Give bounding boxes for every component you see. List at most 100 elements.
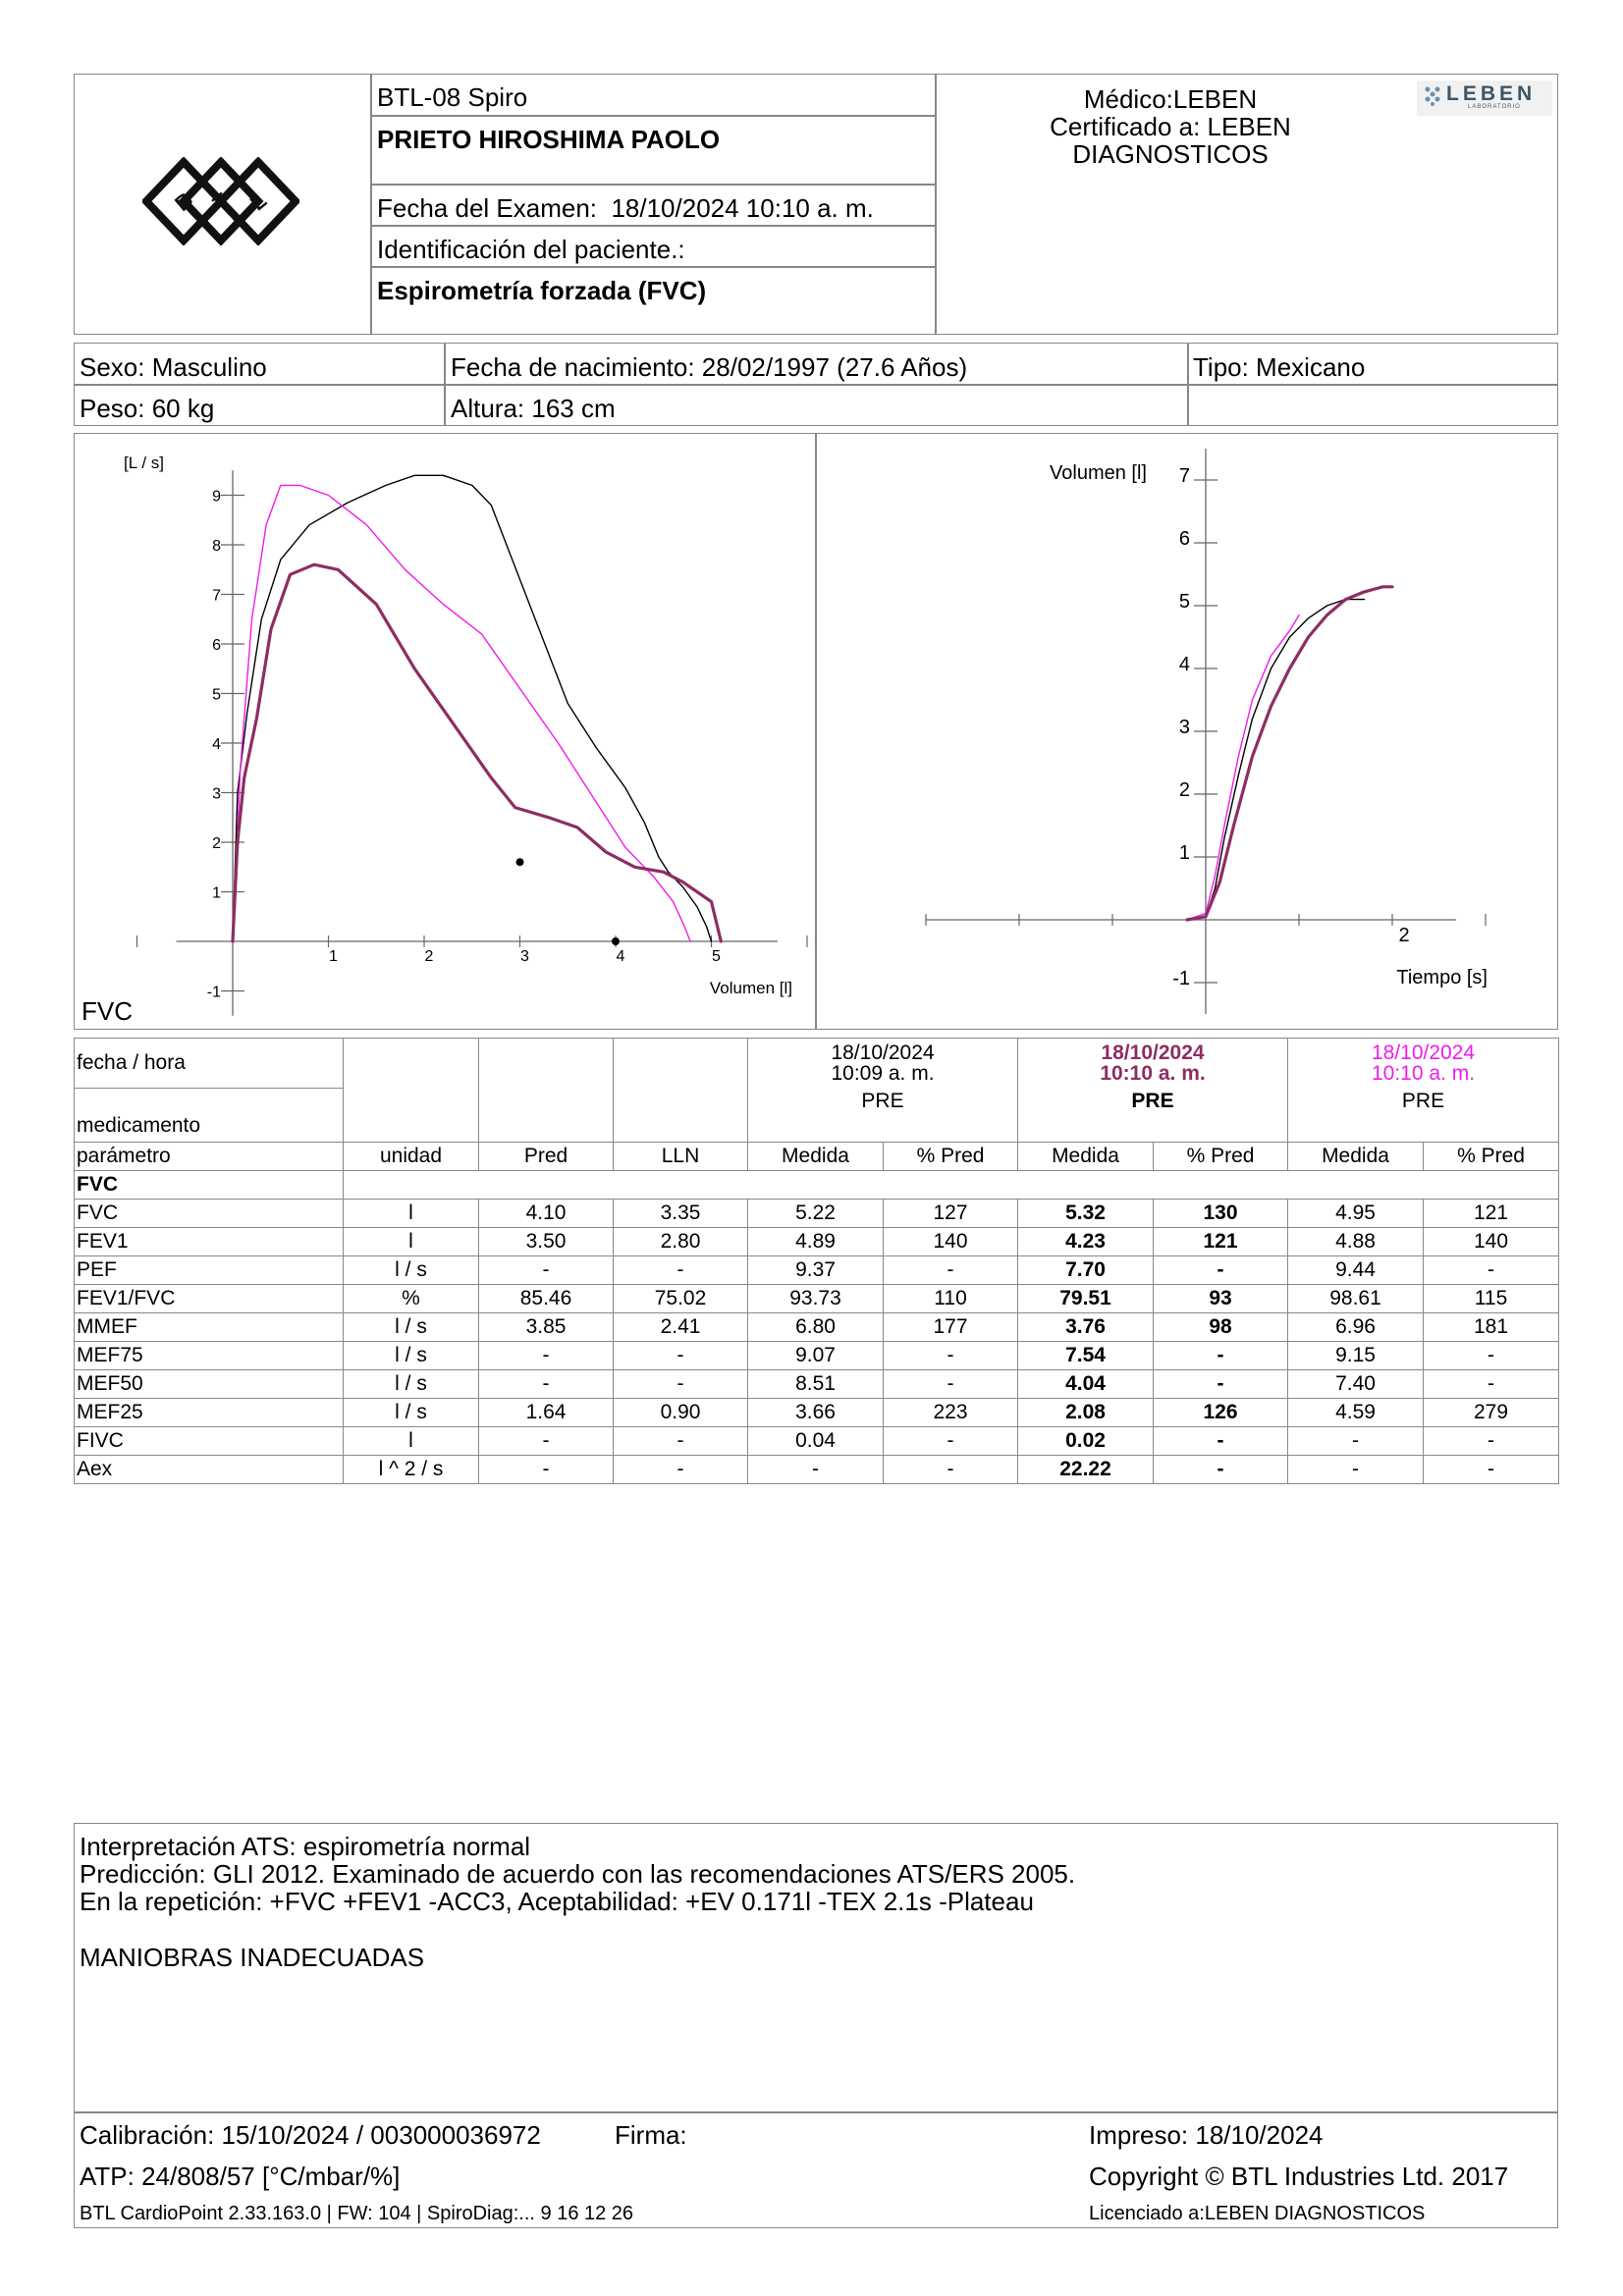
trial-3-header: 18/10/2024 10:10 a. m. PRE: [1287, 1038, 1560, 1143]
table-cell: -: [1423, 1455, 1560, 1484]
col-header: Medida: [747, 1142, 884, 1171]
leben-logo-sub: LABORATORIO: [1468, 104, 1521, 110]
table-cell: 4.04: [1017, 1369, 1155, 1399]
table-cell: -: [613, 1255, 748, 1285]
trial-2-header: 18/10/2024 10:10 a. m. PRE: [1017, 1038, 1289, 1143]
table-cell: 177: [882, 1312, 1019, 1342]
table-cell: -: [1153, 1369, 1289, 1399]
table-cell: 279: [1423, 1398, 1560, 1427]
y-tick-label: 5: [1179, 591, 1190, 613]
y-tick-label: -1: [1172, 968, 1190, 989]
leben-logo-text: LEBEN: [1446, 82, 1537, 105]
table-cell: l / s: [343, 1369, 479, 1399]
table-row: Aex l ^ 2 / s - - - -22.22- - -: [74, 1455, 1560, 1484]
trial-1-date: 18/10/2024: [831, 1041, 935, 1064]
table-cell: -: [478, 1426, 614, 1456]
parameter-name: MEF25: [74, 1398, 344, 1427]
interpretation-box: [74, 1823, 1558, 2228]
y-tick-label: 9: [212, 489, 221, 506]
table-cell: 3.76: [1017, 1312, 1155, 1342]
trial-header-row: fecha / hora 18/10/2024 10:09 a. m. PRE …: [74, 1038, 1560, 1143]
patient-sex: Sexo: Masculino: [80, 352, 267, 382]
table-cell: 4.89: [747, 1227, 884, 1256]
x-tick-label: 2: [1398, 925, 1409, 946]
header-hline-4: [370, 266, 936, 268]
table-cell: -: [747, 1455, 884, 1484]
y-axis-label: [L / s]: [124, 454, 164, 472]
patient-birth: Fecha de nacimiento: 28/02/1997 (27.6 Añ…: [451, 352, 968, 382]
x-axis-label: Volumen [l]: [710, 979, 792, 997]
table-cell: 3.66: [747, 1398, 884, 1427]
header-divider-1: [370, 74, 372, 335]
table-cell: -: [1423, 1426, 1560, 1456]
table-cell: -: [613, 1369, 748, 1399]
y-tick-label: 4: [1179, 654, 1190, 675]
table-cell: 22.22: [1017, 1455, 1155, 1484]
y-tick-label: 5: [212, 687, 221, 704]
table-cell: 4.88: [1287, 1227, 1425, 1256]
table-cell: -: [1153, 1455, 1289, 1484]
y-tick-label: 3: [212, 786, 221, 803]
series-line-3: [1185, 585, 1394, 922]
parameter-name: MEF75: [74, 1341, 344, 1370]
y-tick-label: 6: [212, 637, 221, 654]
table-cell: -: [882, 1426, 1019, 1456]
col-header: Medida: [1287, 1142, 1425, 1171]
table-cell: 140: [882, 1227, 1019, 1256]
table-row: MMEF l / s 3.85 2.41 6.80 177 3.76 98 6.96 181: [74, 1312, 1560, 1342]
table-row: MEF75 l / s - -9.07-7.54-9.15-: [74, 1341, 1560, 1370]
table-row: FEV1 l 3.50 2.80 4.89 140 4.23 121 4.88 140: [74, 1227, 1560, 1256]
trial-3-date: 18/10/2024: [1371, 1041, 1476, 1064]
table-row: FVC l 4.10 3.35 5.22 127 5.32 130 4.95 121: [74, 1199, 1560, 1228]
calibration: Calibración: 15/10/2024 / 003000036972: [80, 2120, 541, 2150]
results-table: fecha / hora 18/10/2024 10:09 a. m. PRE …: [74, 1038, 1560, 1484]
table-cell: -: [478, 1341, 614, 1370]
y-tick-label: 1: [212, 885, 221, 902]
parameter-name: FVC: [74, 1199, 344, 1228]
table-cell: 75.02: [613, 1284, 748, 1313]
table-cell: 4.59: [1287, 1398, 1425, 1427]
table-cell: 9.44: [1287, 1255, 1425, 1285]
table-cell: 98: [1153, 1312, 1289, 1342]
table-cell: 7.70: [1017, 1255, 1155, 1285]
table-row: PEF l / s - -9.37-7.70-9.44-: [74, 1255, 1560, 1285]
trial-3-med: PRE: [1401, 1090, 1445, 1112]
trial-1-med: PRE: [861, 1090, 904, 1112]
interpretation-hline: [74, 2111, 1558, 2113]
table-cell: 121: [1423, 1199, 1560, 1228]
table-cell: -: [1287, 1426, 1425, 1456]
data-marker: [612, 937, 620, 945]
y-tick-label: 3: [1179, 717, 1190, 738]
table-cell: 0.90: [613, 1398, 748, 1427]
parameter-name: FEV1: [74, 1227, 344, 1256]
col-header: LLN: [613, 1142, 748, 1171]
row-label-medicamento: medicamento: [74, 1088, 344, 1143]
parameter-name: Aex: [74, 1455, 344, 1484]
table-cell: -: [1423, 1341, 1560, 1370]
licensed-to: Licenciado a:LEBEN DIAGNOSTICOS: [1089, 2203, 1426, 2224]
table-cell: 127: [882, 1199, 1019, 1228]
parameter-name: FEV1/FVC: [74, 1284, 344, 1313]
btl-logo: B T L: [140, 156, 301, 246]
interpretation-line-4: MANIOBRAS INADECUADAS: [80, 1943, 425, 1972]
table-cell: l / s: [343, 1255, 479, 1285]
table-cell: 7.40: [1287, 1369, 1425, 1399]
table-cell: 130: [1153, 1199, 1289, 1228]
table-cell: 140: [1423, 1227, 1560, 1256]
table-cell: -: [478, 1255, 614, 1285]
table-cell: -: [1153, 1341, 1289, 1370]
table-cell: l / s: [343, 1312, 479, 1342]
y-axis-label: Volumen [l]: [1050, 462, 1147, 484]
table-cell: 7.54: [1017, 1341, 1155, 1370]
table-cell: 9.07: [747, 1341, 884, 1370]
header-hline-1: [370, 115, 936, 117]
y-tick-label: 2: [1179, 779, 1190, 801]
table-cell: -: [882, 1455, 1019, 1484]
trial-3-time: 10:10 a. m.: [1371, 1062, 1476, 1085]
table-cell: -: [882, 1341, 1019, 1370]
table-cell: -: [1153, 1255, 1289, 1285]
parameter-name: MMEF: [74, 1312, 344, 1342]
series-line-2: [1186, 614, 1300, 921]
data-marker: [515, 858, 524, 867]
table-cell: 1.64: [478, 1398, 614, 1427]
